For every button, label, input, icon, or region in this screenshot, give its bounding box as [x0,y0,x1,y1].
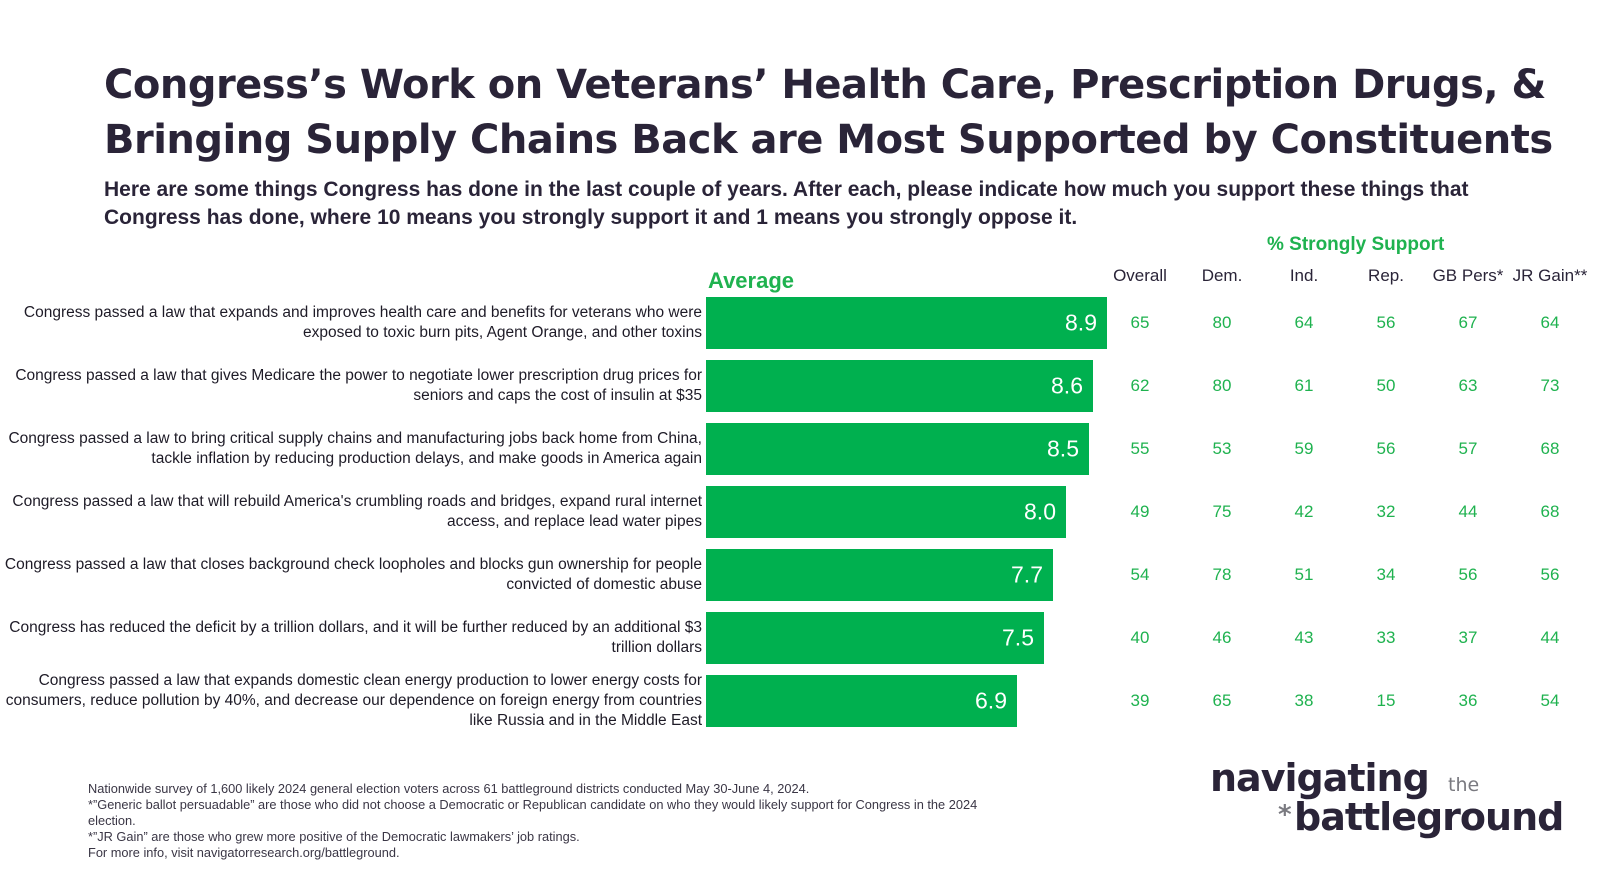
strongly-support-cell: 75 [1212,502,1232,521]
logo-the: the [1448,774,1480,796]
average-value-label: 6.9 [975,687,1007,714]
col-header-overall: Overall [1113,266,1167,285]
strongly-support-cell: 36 [1458,691,1478,710]
strongly-support-cell: 37 [1458,628,1478,647]
strongly-support-cell: 57 [1458,439,1478,458]
strongly-support-cell: 61 [1294,376,1314,395]
col-header-jr-gain: JR Gain** [1512,266,1588,285]
row-label: Congress passed a law that closes backgr… [4,556,702,593]
row-label: Congress passed a law to bring critical … [8,430,702,467]
average-bar: 8.9 [706,297,1107,349]
logo-battleground: battleground [1294,795,1564,839]
average-bar: 7.7 [706,549,1053,601]
strongly-support-cell: 56 [1540,565,1560,584]
average-value-label: 8.5 [1047,435,1079,462]
strongly-support-cell: 44 [1540,628,1560,647]
average-header: Average [708,268,795,293]
strongly-support-cell: 54 [1130,565,1150,584]
strongly-support-cell: 80 [1212,376,1232,395]
navigating-battleground-logo: navigating the * battleground [1210,757,1580,847]
strongly-support-cell: 63 [1458,376,1478,395]
footnote-survey: Nationwide survey of 1,600 likely 2024 g… [88,781,810,796]
row-label: Congress passed a law that expands and i… [23,304,702,341]
col-header-rep: Rep. [1368,266,1404,285]
logo-navigating: navigating [1210,756,1430,800]
footnote-jr-gain: *”JR Gain” are those who grew more posit… [88,829,580,844]
strongly-support-cell: 39 [1130,691,1150,710]
row-label: Congress passed a law that will rebuild … [12,493,702,530]
strongly-support-cell: 44 [1458,502,1478,521]
strongly-support-cell: 67 [1458,313,1478,332]
strongly-support-cell: 56 [1458,565,1478,584]
strongly-support-cell: 55 [1130,439,1150,458]
strongly-support-cell: 65 [1212,691,1232,710]
strongly-support-cell: 68 [1540,439,1560,458]
row-label: Congress passed a law that gives Medicar… [15,367,702,404]
average-bar: 7.5 [706,612,1044,664]
strongly-support-cell: 64 [1294,313,1314,332]
average-value-label: 8.6 [1051,372,1083,399]
strongly-support-cell: 49 [1130,502,1150,521]
footnotes: Nationwide survey of 1,600 likely 2024 g… [88,781,988,861]
chart-subtitle: Here are some things Congress has done i… [104,178,1469,229]
average-value-label: 8.0 [1024,498,1056,525]
chart-title: Congress’s Work on Veterans’ Health Care… [104,62,1553,163]
strongly-support-cell: 40 [1130,628,1150,647]
strongly-support-cell: 65 [1130,313,1150,332]
strongly-support-cell: 54 [1540,691,1560,710]
average-bar: 8.5 [706,423,1089,475]
strongly-support-cell: 73 [1540,376,1560,395]
strongly-support-cell: 56 [1376,313,1396,332]
average-bar: 8.6 [706,360,1093,412]
average-value-label: 7.5 [1002,624,1034,651]
strongly-support-cell: 46 [1212,628,1232,647]
col-header-dem: Dem. [1201,266,1243,285]
strongly-support-cell: 50 [1376,376,1396,395]
average-bar: 6.9 [706,675,1017,727]
strongly-support-cell: 68 [1540,502,1560,521]
col-header-gb-pers: GB Pers* [1432,266,1504,285]
strongly-support-cell: 38 [1294,691,1314,710]
strongly-support-cell: 43 [1294,628,1314,647]
footnote-gb-pers: *”Generic ballot persuadable” are those … [88,797,978,828]
strongly-support-cell: 42 [1294,502,1314,521]
pct-strongly-support-header: % Strongly Support [1267,234,1445,255]
strongly-support-cell: 64 [1540,313,1560,332]
average-value-label: 8.9 [1065,309,1097,336]
strongly-support-cell: 15 [1376,691,1396,710]
footnote-more-info: For more info, visit navigatorresearch.o… [88,845,400,860]
logo-star: * [1278,800,1292,830]
strongly-support-cell: 53 [1212,439,1232,458]
strongly-support-cell: 34 [1376,565,1396,584]
strongly-support-cell: 56 [1376,439,1396,458]
strongly-support-cell: 78 [1212,565,1232,584]
strongly-support-cell: 80 [1212,313,1232,332]
strongly-support-cell: 51 [1294,565,1314,584]
strongly-support-cell: 59 [1294,439,1314,458]
average-value-label: 7.7 [1011,561,1043,588]
strongly-support-cell: 32 [1376,502,1396,521]
strongly-support-cell: 33 [1376,628,1396,647]
row-label: Congress has reduced the deficit by a tr… [9,619,702,656]
strongly-support-cell: 62 [1130,376,1150,395]
row-label: Congress passed a law that expands domes… [5,672,702,729]
col-header-ind: Ind. [1289,266,1319,285]
average-bar: 8.0 [706,486,1066,538]
